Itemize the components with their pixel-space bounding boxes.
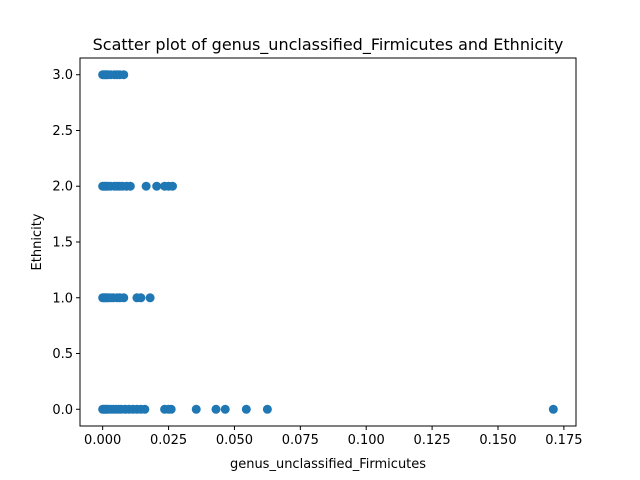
- data-point: [145, 293, 155, 303]
- data-point: [220, 404, 230, 414]
- data-point: [119, 293, 129, 303]
- data-point: [119, 70, 129, 80]
- y-tick-label: 3.0: [52, 68, 73, 83]
- y-tick-label: 2.0: [52, 180, 73, 195]
- data-point: [140, 404, 150, 414]
- x-axis: 0.000 0.025 0.050 0.075 0.100 0.125 0.150 0.175: [84, 426, 582, 448]
- data-point: [191, 404, 201, 414]
- chart-title: Scatter plot of genus_unclassified_Firmi…: [93, 35, 564, 55]
- x-tick-label: 0.025: [150, 433, 187, 448]
- x-tick-label: 0.125: [413, 433, 450, 448]
- x-tick-label: 0.050: [216, 433, 253, 448]
- y-tick-label: 1.0: [52, 291, 73, 306]
- data-point: [152, 181, 162, 191]
- y-axis: 0.0 0.5 1.0 1.5 2.0 2.5 3.0: [52, 68, 80, 418]
- data-point: [136, 293, 146, 303]
- y-tick-label: 2.5: [52, 124, 73, 139]
- x-tick-label: 0.075: [282, 433, 319, 448]
- data-point: [125, 181, 135, 191]
- x-tick-label: 0.175: [545, 433, 582, 448]
- points-layer: [98, 70, 558, 414]
- y-axis-label: Ethnicity: [30, 213, 45, 270]
- data-point: [262, 404, 272, 414]
- x-tick-label: 0.150: [479, 433, 516, 448]
- data-point: [168, 181, 178, 191]
- y-tick-label: 0.0: [52, 403, 73, 418]
- data-point: [211, 404, 221, 414]
- y-tick-label: 0.5: [52, 347, 73, 362]
- data-point: [241, 404, 251, 414]
- x-tick-label: 0.100: [348, 433, 385, 448]
- y-tick-label: 1.5: [52, 236, 73, 251]
- data-point: [548, 404, 558, 414]
- x-axis-label: genus_unclassified_Firmicutes: [230, 457, 426, 472]
- x-tick-label: 0.000: [84, 433, 121, 448]
- data-point: [166, 404, 176, 414]
- data-point: [141, 181, 151, 191]
